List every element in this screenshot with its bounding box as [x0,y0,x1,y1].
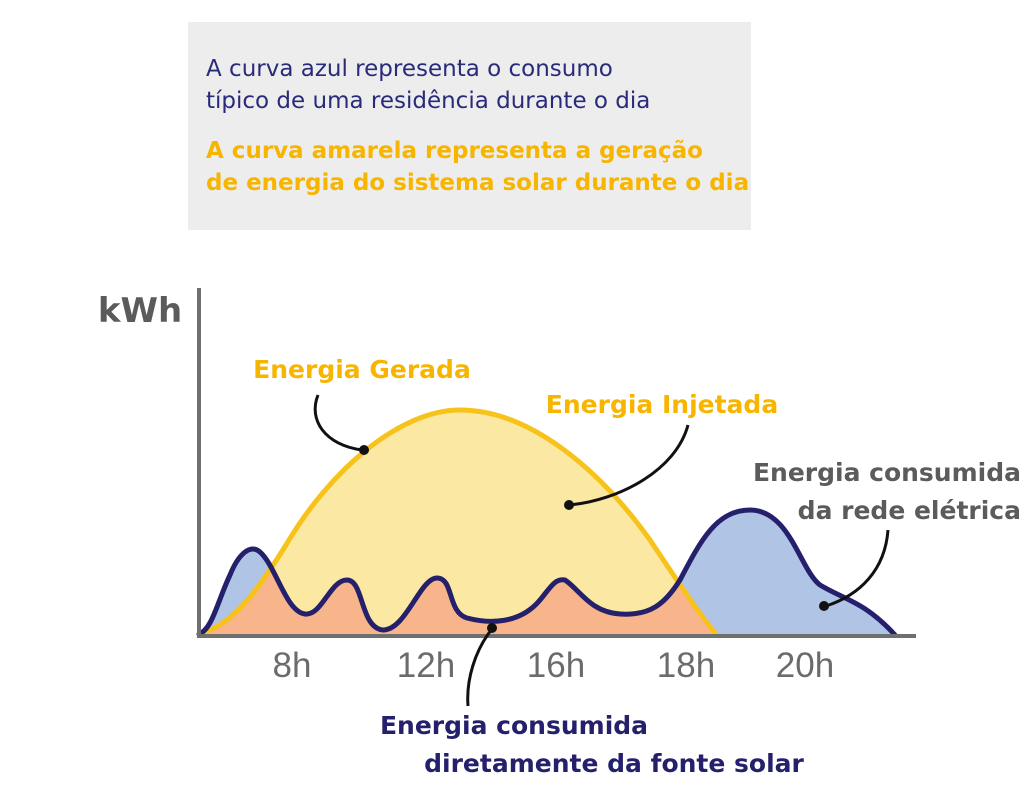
x-tick-label: 20h [776,646,834,685]
annotation-direta-line-1: Energia consumida [380,711,648,740]
consumption-area [199,510,895,635]
x-tick-label: 16h [527,646,585,685]
consumption-curve [196,507,898,638]
annotation-energia-injetada: Energia Injetada [546,390,778,419]
pointer-dot-injetada [564,500,574,510]
annotation-energia-gerada: Energia Gerada [253,355,471,384]
pointer-dot-gerada [359,445,369,455]
annotation-rede-line-1: Energia consumida [753,458,1021,487]
legend-blue-line-1: A curva azul representa o consumo [206,56,613,82]
pointer-dot-rede [819,601,829,611]
legend-blue-line-2: típico de uma residência durante o dia [206,88,651,114]
x-tick-label: 18h [657,646,715,685]
generation-area [199,410,716,634]
x-tick-label: 12h [397,646,455,685]
pointer-dot-direta [487,623,497,633]
legend-yellow-line-1: A curva amarela representa a geração [206,138,703,164]
annotation-direta-line-2: diretamente da fonte solar [424,749,804,778]
legend-box [188,22,751,230]
annotation-rede-line-2: da rede elétrica [798,496,1021,525]
generation-curve [196,407,719,637]
pointer-gerada [313,394,363,452]
pointer-injetada [569,424,690,507]
legend-yellow-line-2: de energia do sistema solar durante o di… [206,170,750,196]
x-tick-label: 8h [273,646,312,685]
pointer-rede [825,529,890,608]
y-axis-label: kWh [98,291,182,331]
pointer-direta [466,628,494,707]
